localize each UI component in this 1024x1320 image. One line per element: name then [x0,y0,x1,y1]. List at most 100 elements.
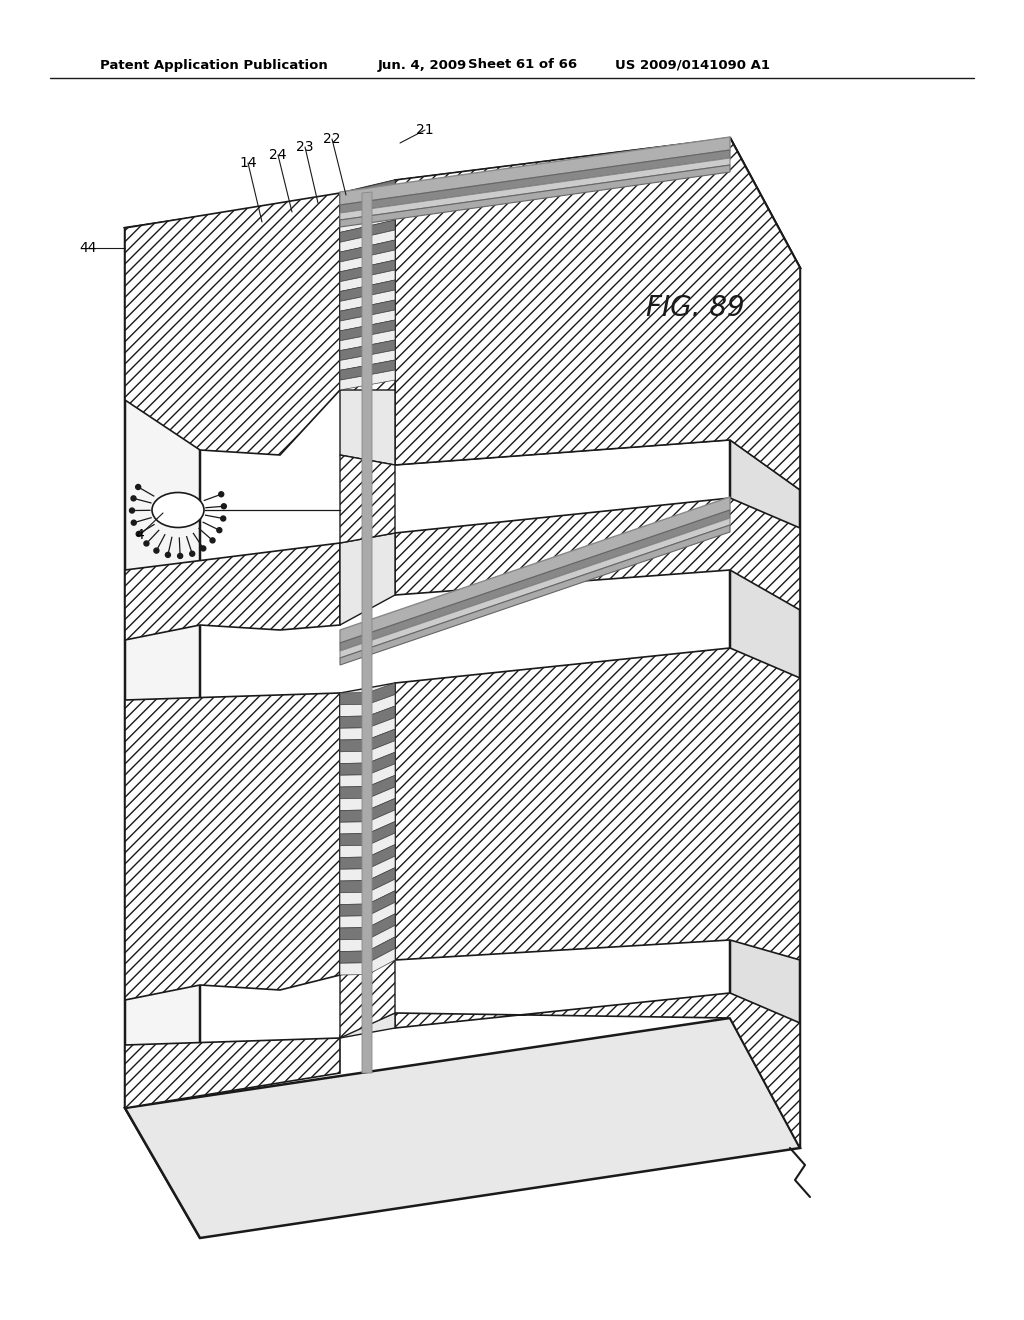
Polygon shape [340,315,368,331]
Polygon shape [368,821,395,845]
Polygon shape [340,904,368,916]
Polygon shape [368,913,395,940]
Polygon shape [368,741,395,763]
Polygon shape [340,950,368,964]
Polygon shape [125,228,200,1238]
Circle shape [221,516,225,521]
Text: Jun. 4, 2009: Jun. 4, 2009 [378,58,467,71]
Polygon shape [368,867,395,892]
Polygon shape [368,240,395,256]
Circle shape [189,552,195,556]
Polygon shape [368,280,395,296]
Polygon shape [368,775,395,799]
Polygon shape [368,230,395,246]
Polygon shape [395,648,800,960]
Polygon shape [125,693,340,1001]
Polygon shape [368,718,395,739]
Polygon shape [340,180,395,389]
Polygon shape [340,206,368,223]
Polygon shape [368,220,395,236]
Text: 21: 21 [416,123,434,137]
Polygon shape [368,729,395,751]
Circle shape [136,532,141,536]
Polygon shape [340,186,368,203]
Polygon shape [125,193,340,455]
Polygon shape [340,165,730,227]
Polygon shape [340,296,368,312]
Polygon shape [368,891,395,916]
Polygon shape [340,510,730,651]
Polygon shape [730,139,800,1148]
Polygon shape [368,271,395,285]
Polygon shape [340,346,368,360]
Polygon shape [368,249,395,265]
Polygon shape [368,810,395,833]
Polygon shape [340,517,730,657]
Polygon shape [368,310,395,326]
Polygon shape [340,810,368,822]
Polygon shape [340,775,368,787]
Circle shape [217,528,222,533]
Polygon shape [368,370,395,385]
Polygon shape [340,869,368,880]
Polygon shape [340,158,730,220]
Polygon shape [340,682,395,975]
Polygon shape [340,763,368,775]
Polygon shape [340,498,730,643]
Polygon shape [340,693,368,705]
Polygon shape [340,822,368,834]
Polygon shape [368,260,395,276]
Text: 14: 14 [240,156,257,170]
Text: FIG. 89: FIG. 89 [646,294,744,322]
Polygon shape [340,880,368,892]
Polygon shape [340,137,730,205]
Polygon shape [125,1038,340,1107]
Polygon shape [340,380,395,465]
Polygon shape [395,139,800,490]
Polygon shape [340,928,368,940]
Polygon shape [340,236,368,252]
Polygon shape [340,751,368,763]
Polygon shape [368,706,395,727]
Circle shape [131,496,136,500]
Polygon shape [340,857,368,870]
Polygon shape [340,962,368,975]
Polygon shape [368,845,395,869]
Text: 23: 23 [296,140,313,154]
Polygon shape [395,139,800,490]
Circle shape [129,508,134,513]
Polygon shape [368,833,395,857]
Polygon shape [340,799,368,810]
Polygon shape [340,715,368,729]
Polygon shape [340,1012,395,1038]
Circle shape [166,552,170,557]
Polygon shape [340,727,368,741]
Circle shape [131,520,136,525]
Circle shape [221,504,226,508]
Polygon shape [395,993,800,1148]
Text: 44: 44 [79,242,96,255]
Polygon shape [368,857,395,880]
Polygon shape [368,694,395,715]
Polygon shape [368,210,395,226]
Polygon shape [368,300,395,315]
Polygon shape [340,285,368,301]
Polygon shape [368,937,395,962]
Polygon shape [368,350,395,366]
Polygon shape [340,525,730,665]
Polygon shape [368,201,395,216]
Polygon shape [340,375,368,389]
Polygon shape [368,360,395,375]
Polygon shape [340,197,368,213]
Polygon shape [340,833,368,846]
Polygon shape [340,940,368,952]
Polygon shape [368,925,395,950]
Polygon shape [368,682,395,705]
Polygon shape [368,319,395,335]
Polygon shape [368,799,395,822]
Polygon shape [362,191,372,1073]
Text: Patent Application Publication: Patent Application Publication [100,58,328,71]
Polygon shape [368,879,395,904]
Polygon shape [125,139,800,358]
Polygon shape [368,180,395,197]
